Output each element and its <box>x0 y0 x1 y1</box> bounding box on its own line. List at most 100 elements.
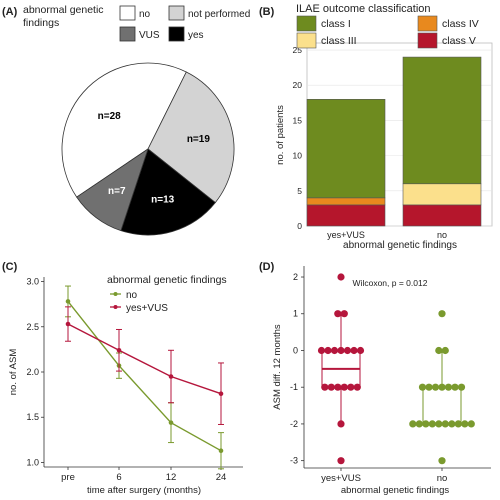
data-point-d <box>431 383 440 391</box>
legend-dot-c <box>113 305 118 309</box>
pie-slice-label: n=28 <box>98 111 122 122</box>
ylabel-b: no. of patients <box>275 105 286 165</box>
ytick-label-d: 1 <box>293 309 298 319</box>
pie-slice-no <box>61 62 187 198</box>
data-point <box>168 374 174 379</box>
ytick-label-d: 0 <box>293 345 298 355</box>
panel-label: (B) <box>259 6 275 18</box>
ytick-label-c: 1.5 <box>26 412 39 422</box>
data-point-d <box>353 383 361 391</box>
pie-legend-title: findings <box>23 17 59 29</box>
bar-class-v <box>306 204 386 227</box>
pie-legend-label: not performed <box>188 9 250 20</box>
data-point-d <box>448 420 456 428</box>
ytick-label-d: -2 <box>290 419 298 429</box>
data-point-d <box>451 383 459 391</box>
data-point-d <box>409 420 417 428</box>
xtick-label-c: 12 <box>166 472 177 483</box>
pie-slice-label: n=19 <box>187 134 211 145</box>
data-point-d <box>438 383 446 391</box>
data-point-d <box>321 383 329 391</box>
ytick-label-c: 2.0 <box>26 367 39 377</box>
legend-label-b: class I <box>321 18 351 30</box>
bar-class-v <box>402 204 482 227</box>
ytick-label-d: -1 <box>290 382 298 392</box>
data-point-d <box>415 420 423 428</box>
xtick-label-c: 24 <box>216 472 227 483</box>
data-point-d <box>435 420 443 428</box>
xtick-label-c: 6 <box>116 472 121 483</box>
bar-class-iii <box>402 183 482 206</box>
xtick-label-d: yes+VUS <box>321 473 361 484</box>
pie-legend-swatch <box>168 5 185 21</box>
data-point-d <box>343 346 352 355</box>
ytick-label-b: 20 <box>293 80 303 90</box>
data-point-d <box>334 310 342 318</box>
data-point-d <box>454 420 462 428</box>
data-point-d <box>428 420 436 428</box>
ytick-label-b: 10 <box>293 151 303 161</box>
data-point-d <box>350 346 358 355</box>
xtick-label-c: pre <box>61 472 75 483</box>
data-point-d <box>347 383 355 391</box>
ytick-label-b: 0 <box>297 221 302 231</box>
pie-slice-yes <box>120 148 216 236</box>
data-point-d <box>327 383 335 391</box>
pie-legend-label: no <box>139 9 151 20</box>
pie-slice-label: n=7 <box>108 186 126 197</box>
xlabel-d: abnormal genetic findings <box>341 485 450 496</box>
pie-legend-label: VUS <box>139 30 160 41</box>
series-line-no <box>67 300 222 452</box>
ytick-label-c: 3.0 <box>26 277 39 287</box>
pie-legend-swatch <box>119 5 136 21</box>
ytick-label-b: 25 <box>293 45 303 55</box>
data-point <box>218 391 224 397</box>
legend-swatch-b <box>296 15 317 32</box>
data-point <box>65 321 71 327</box>
data-point-d <box>334 383 342 391</box>
data-point-d <box>418 383 427 391</box>
data-point-d <box>438 310 446 318</box>
ytick-label-d: -3 <box>290 456 298 466</box>
stat-annotation: Wilcoxon, p = 0.012 <box>353 278 428 288</box>
legend-swatch-b <box>417 15 438 32</box>
legend-label-b: class III <box>321 35 357 47</box>
xtick-label-b: no <box>437 230 447 240</box>
panel-label: (A) <box>2 6 18 18</box>
ytick-label-c: 2.5 <box>26 322 39 332</box>
legend-title-b: ILAE outcome classification <box>296 3 431 15</box>
data-point-d <box>337 346 345 355</box>
data-point-d <box>340 383 348 391</box>
legend-swatch-b <box>296 32 317 49</box>
bar-class-i <box>402 56 482 185</box>
pie-slice-not-performed <box>147 71 235 204</box>
panel-label: (C) <box>2 261 18 273</box>
data-point-d <box>441 420 449 428</box>
data-point-d <box>317 346 326 355</box>
box-no <box>422 386 462 425</box>
data-point <box>116 347 122 353</box>
pie-legend-swatch <box>119 26 136 42</box>
data-point-d <box>441 346 449 355</box>
data-point-d <box>337 420 345 428</box>
ylabel-c: no. of ASM <box>8 349 19 396</box>
xlabel-c: time after surgery (months) <box>87 485 201 496</box>
pie-legend-label: yes <box>188 30 204 41</box>
data-point <box>168 420 174 425</box>
data-point <box>218 448 224 454</box>
xlabel-b: abnormal genetic findings <box>343 240 457 251</box>
data-point-d <box>356 346 365 355</box>
data-point-d <box>425 383 433 391</box>
data-point-d <box>467 420 475 428</box>
bar-class-iv <box>306 197 386 206</box>
legend-label-b: class IV <box>442 18 479 30</box>
data-point-d <box>435 346 443 355</box>
ytick-label-b: 15 <box>293 115 303 125</box>
data-point-d <box>457 383 466 391</box>
bar-class-i <box>306 99 386 199</box>
ytick-label-b: 5 <box>297 186 302 196</box>
data-point-d <box>324 346 332 355</box>
ytick-label-c: 1.0 <box>26 457 39 467</box>
legend-label-c: no <box>126 290 138 301</box>
